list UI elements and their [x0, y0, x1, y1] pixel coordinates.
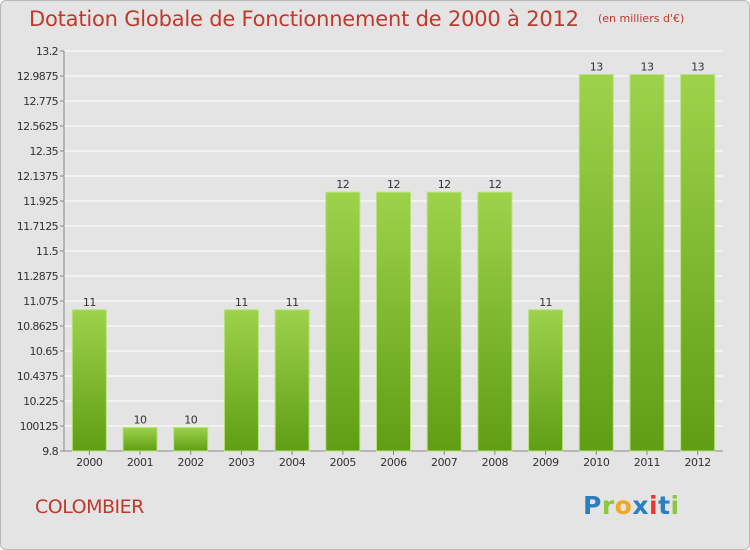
- logo-letter: t: [658, 491, 671, 520]
- x-tick-label: 2000: [76, 456, 103, 469]
- proxiti-logo: Proxiti: [583, 491, 680, 520]
- place-name: COLOMBIER: [35, 496, 144, 518]
- data-label: 10: [184, 413, 197, 426]
- y-tick-label: 12.1375: [17, 170, 59, 183]
- chart-title: Dotation Globale de Fonctionnement de 20…: [29, 7, 579, 31]
- bar: [173, 426, 209, 452]
- bar: [274, 309, 310, 452]
- logo-letter: o: [614, 491, 633, 520]
- x-tick-label: 2005: [330, 456, 357, 469]
- data-label: 12: [387, 178, 400, 191]
- bar: [528, 309, 564, 452]
- logo-letter: i: [649, 491, 659, 520]
- data-label: 12: [336, 178, 349, 191]
- x-tick-label: 2001: [127, 456, 153, 469]
- y-tick-label: 11.7125: [17, 220, 59, 233]
- x-tick-label: 2009: [532, 456, 559, 469]
- y-tick-label: 12.9875: [17, 70, 59, 83]
- unit-note: (en milliers d'€): [597, 12, 685, 25]
- bar: [426, 191, 462, 452]
- logo-letter: i: [670, 491, 680, 520]
- y-tick-label: 11.925: [23, 195, 58, 208]
- x-tick-label: 2006: [380, 456, 407, 469]
- logo-letter: P: [583, 491, 602, 520]
- bar: [122, 426, 158, 452]
- data-label: 13: [590, 61, 603, 74]
- data-label: 13: [640, 61, 653, 74]
- y-tick-label: 10.225: [23, 395, 58, 408]
- data-label: 12: [438, 178, 451, 191]
- data-label: 13: [691, 61, 704, 74]
- x-tick-label: 2008: [482, 456, 509, 469]
- bar: [71, 309, 107, 452]
- x-tick-label: 2004: [279, 456, 306, 469]
- y-tick-label: 12.5625: [17, 120, 59, 133]
- x-tick-label: 2012: [684, 456, 710, 469]
- bar: [629, 74, 665, 452]
- logo-letter: x: [632, 491, 649, 520]
- y-tick-label: 13.2: [36, 45, 58, 58]
- x-tick-label: 2002: [178, 456, 204, 469]
- y-tick-label: 11.075: [23, 295, 58, 308]
- bar: [680, 74, 716, 452]
- y-tick-label: 10.65: [30, 345, 59, 358]
- data-label: 11: [539, 296, 552, 309]
- y-tick-label: 11.5: [36, 245, 59, 258]
- data-label: 11: [286, 296, 299, 309]
- y-tick-label: 100125: [20, 420, 59, 433]
- y-tick-label: 11.2875: [17, 270, 59, 283]
- y-tick-label: 12.35: [30, 145, 59, 158]
- chart-title-block: Dotation Globale de Fonctionnement de 20…: [29, 7, 684, 31]
- x-tick-label: 2007: [431, 456, 458, 469]
- bar: [578, 74, 614, 452]
- y-tick-label: 9.8: [42, 445, 58, 458]
- x-tick-label: 2010: [583, 456, 610, 469]
- bar: [477, 191, 513, 452]
- y-tick-label: 10.8625: [17, 320, 59, 333]
- data-label: 12: [488, 178, 501, 191]
- data-label: 11: [235, 296, 248, 309]
- y-tick-label: 12.775: [23, 95, 58, 108]
- x-tick-label: 2011: [634, 456, 660, 469]
- bar: [325, 191, 361, 452]
- data-label: 10: [134, 413, 147, 426]
- x-tick-label: 2003: [228, 456, 255, 469]
- y-tick-label: 10.4375: [17, 370, 59, 383]
- data-label: 11: [83, 296, 96, 309]
- logo-letter: r: [601, 491, 615, 520]
- bar: [376, 191, 411, 452]
- bar: [223, 309, 259, 452]
